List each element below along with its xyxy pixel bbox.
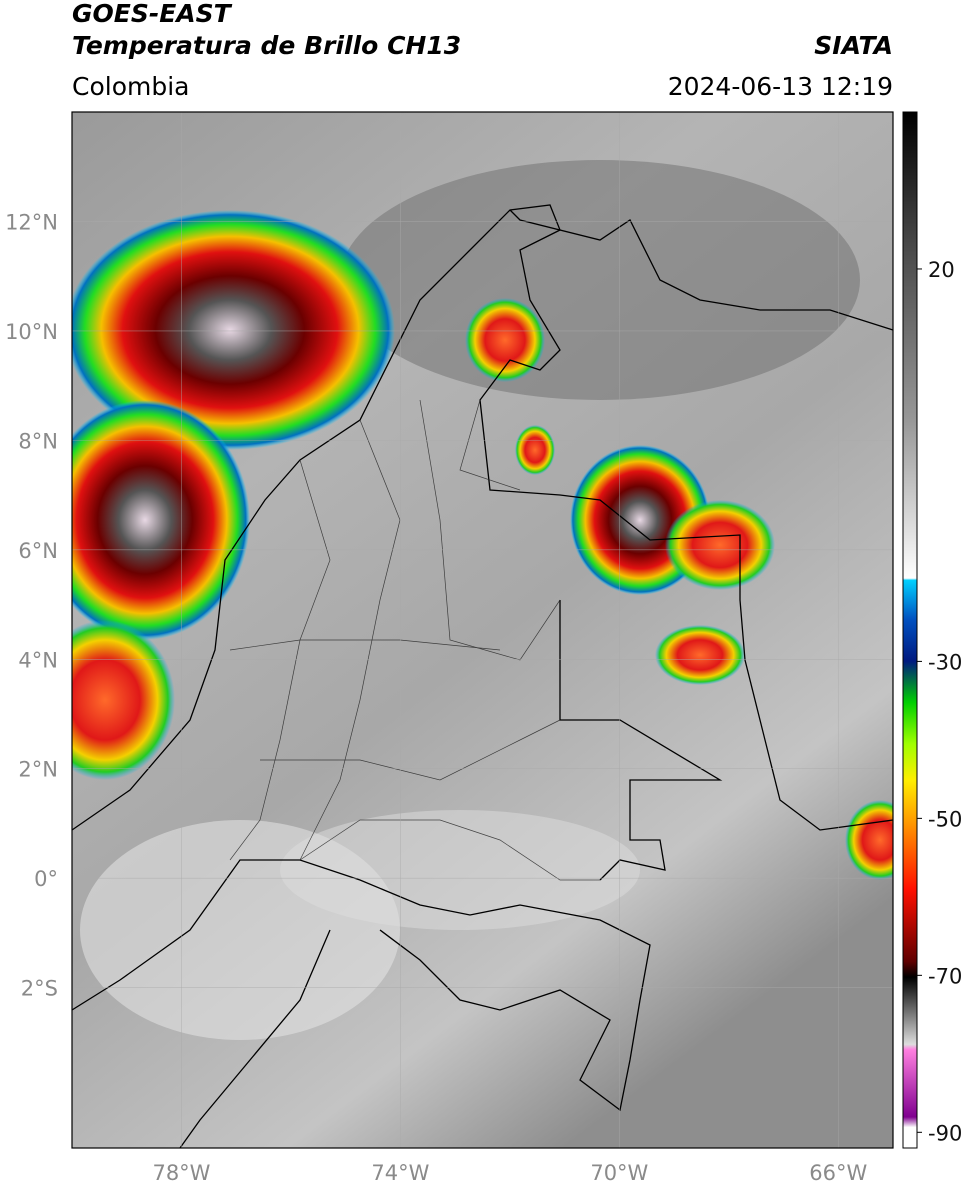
storm	[665, 500, 775, 590]
departments	[229, 399, 600, 881]
lat-tick-label: 2°N	[18, 758, 58, 782]
lon-tick-label: 74°W	[371, 1161, 429, 1185]
cloud-dark	[340, 160, 860, 400]
subtitle: Temperatura de Brillo CH13	[72, 31, 461, 60]
lon-tick-label: 78°W	[152, 1161, 210, 1185]
colorbar-tick-label: -70	[928, 964, 962, 988]
lat-tick-label: 12°N	[5, 210, 58, 234]
lat-tick-label: 2°S	[21, 977, 58, 1001]
source: SIATA	[814, 31, 893, 60]
satellite-map	[72, 112, 893, 1148]
colorbar-tick-label: -30	[928, 650, 962, 674]
lat-tick-label: 8°N	[18, 429, 58, 453]
storm	[655, 625, 745, 685]
colorbar-tick-label: 20	[928, 258, 955, 282]
lat-tick-label: 10°N	[5, 320, 58, 344]
colorbar-tick-label: -50	[928, 807, 962, 831]
lat-tick-label: 0°	[34, 867, 58, 891]
borders	[72, 204, 893, 1148]
storm	[845, 800, 893, 880]
colorbar	[902, 111, 918, 1149]
datetime: 2024-06-13 12:19	[668, 72, 893, 101]
title: GOES-EAST	[72, 0, 233, 28]
storm	[465, 298, 545, 382]
lat-tick-label: 4°N	[18, 648, 58, 672]
colorbar-tick-label: -90	[928, 1121, 962, 1145]
storm	[72, 620, 175, 780]
storm	[72, 400, 250, 640]
cloud-bright	[280, 810, 640, 930]
lon-tick-label: 66°W	[809, 1161, 867, 1185]
storm	[515, 425, 555, 475]
storm	[72, 210, 395, 450]
lon-tick-label: 70°W	[590, 1161, 648, 1185]
lat-tick-label: 6°N	[18, 539, 58, 563]
region: Colombia	[72, 72, 189, 101]
map-frame	[71, 111, 894, 1149]
